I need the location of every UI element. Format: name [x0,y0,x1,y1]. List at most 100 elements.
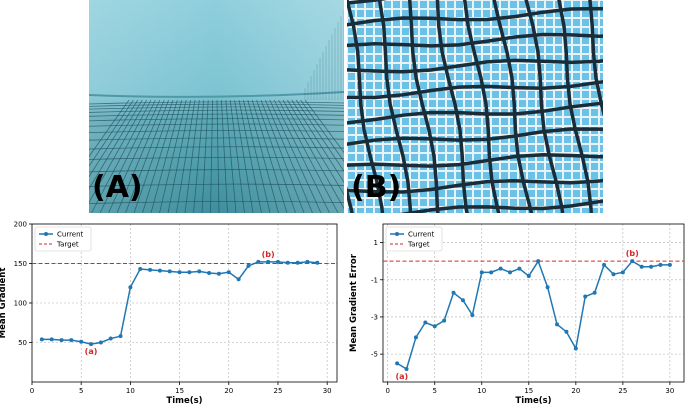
x-tick-label: 10 [126,387,135,395]
data-point [602,262,607,267]
data-point [413,335,418,340]
data-point [256,259,261,264]
data-point [285,260,290,265]
data-point [138,267,143,272]
photo-pool-net-wide [89,0,344,213]
legend-target-label: Target [56,241,79,249]
panel-label-a: (A) [92,170,143,205]
data-point [177,270,182,275]
data-point [555,322,560,327]
data-point [49,337,54,342]
chart-mean-gradient: 0 5 10 15 20 25 30 50 100 150 200 Time(s) Mean Gradi… [0,218,346,406]
data-point [404,366,409,371]
legend-box [385,226,443,252]
y-tick-label: 100 [14,300,27,308]
photo-b-image [347,0,603,213]
data-point [197,269,202,274]
panel-label-b: (B) [351,170,402,205]
annotation-label: (a) [395,372,408,381]
data-point [226,270,231,275]
legend-box [34,226,92,252]
legend-current-marker [44,232,48,236]
plot-frame [382,223,685,383]
data-point [295,260,300,265]
data-point [573,346,578,351]
data-point [315,260,320,265]
data-point [246,263,251,268]
data-point [649,264,654,269]
data-point [157,268,162,273]
data-point [489,270,494,275]
x-tick-label: 20 [571,387,580,395]
data-point [639,264,644,269]
data-point [451,290,456,295]
annotation-label: (b) [626,249,639,258]
data-point [89,342,94,347]
chart-mean-gradient-error: 0 5 10 15 20 25 30 1 -1 -3 -5 Time(s) Mean Gradient … [347,218,693,406]
y-tick-label: -3 [371,313,378,321]
x-tick-label: 15 [524,387,533,395]
data-point [216,271,221,276]
y-axis-label: Mean Gradient [0,268,8,339]
x-axis-label: Time(s) [166,396,202,405]
data-point [507,270,512,275]
data-point [479,270,484,275]
data-point [305,259,310,264]
legend-target-label: Target [407,241,430,249]
data-point [207,270,212,275]
legend: Current Target [385,226,443,252]
data-point [128,285,133,290]
x-tick-label: 25 [274,387,283,395]
data-point [39,337,44,342]
x-tick-label: 0 [30,387,34,395]
y-tick-label: 150 [14,260,27,268]
data-point [545,285,550,290]
data-point [498,266,503,271]
data-point [423,320,428,325]
photo-a-image [89,0,344,213]
data-point [592,290,597,295]
x-tick-label: 25 [618,387,627,395]
data-point [108,336,113,341]
x-tick-label: 0 [385,387,389,395]
y-tick-label: -5 [371,351,378,359]
data-point [148,267,153,272]
data-point [526,274,531,279]
legend-current-marker [395,232,399,236]
x-tick-label: 5 [433,387,437,395]
x-tick-label: 5 [79,387,83,395]
annotation-label: (a) [85,347,98,356]
data-point [79,339,84,344]
data-point [470,313,475,318]
annotation-label: (b) [262,250,275,259]
data-point [187,270,192,275]
data-point [460,298,465,303]
data-point [667,262,672,267]
data-point [583,294,588,299]
data-point [236,277,241,282]
data-point [266,259,271,264]
data-point [630,259,635,264]
y-tick-label: 200 [14,221,27,229]
y-tick-label: -1 [371,276,378,284]
data-point [442,318,447,323]
series-line-current [396,259,670,371]
data-point [611,272,616,277]
data-point [167,269,172,274]
x-axis-label: Time(s) [515,396,551,405]
x-tick-label: 10 [477,387,486,395]
y-axis-label: Mean Gradient Error [349,253,359,352]
data-point [432,324,437,329]
data-point [59,338,64,343]
x-tick-label: 20 [224,387,233,395]
y-tick-label: 50 [18,339,27,347]
data-point [275,259,280,264]
data-point [69,338,74,343]
x-tick-label: 15 [175,387,184,395]
photo-net-closeup [347,0,603,213]
legend-current-label: Current [57,231,84,239]
data-point [658,262,663,267]
data-point [620,270,625,275]
x-tick-label: 30 [323,387,332,395]
data-point [517,266,522,271]
